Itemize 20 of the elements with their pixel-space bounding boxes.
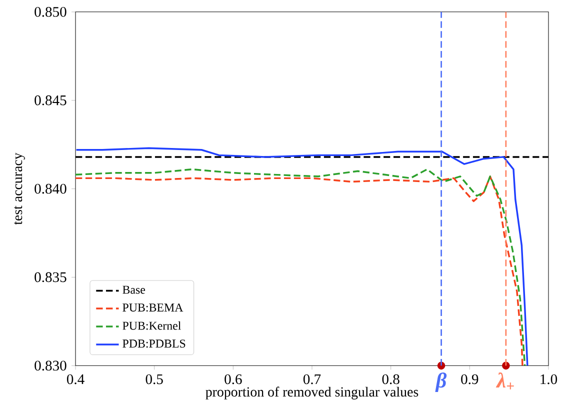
legend-label: PUB:BEMA xyxy=(122,303,184,312)
y-axis-title: test accuracy xyxy=(14,152,25,225)
ref-line-label: β xyxy=(435,372,447,392)
x-axis-title: proportion of removed singular values xyxy=(206,386,418,400)
ref-line-label: λ$_{+}$ xyxy=(496,372,514,390)
x-tick-label: 0.4 xyxy=(66,374,84,384)
y-tick-label: 0.830 xyxy=(34,360,66,370)
legend-label: Base xyxy=(122,286,146,294)
legend-label: PUB:Kernel xyxy=(122,321,181,330)
y-tick-label: 0.835 xyxy=(34,272,66,282)
x-tick-label: 0.7 xyxy=(303,374,321,384)
y-tick-label: 0.840 xyxy=(34,184,66,194)
legend-label: PDB:PDBLS xyxy=(122,339,186,348)
y-tick-label: 0.850 xyxy=(34,6,66,17)
x-tick-label: 0.8 xyxy=(382,374,400,384)
y-tick-label: 0.845 xyxy=(34,95,66,106)
x-tick-label: 0.6 xyxy=(224,374,242,384)
x-tick-label: 0.9 xyxy=(461,374,478,384)
x-tick-label: 1.0 xyxy=(540,374,558,384)
x-tick-label: 0.5 xyxy=(146,374,163,384)
